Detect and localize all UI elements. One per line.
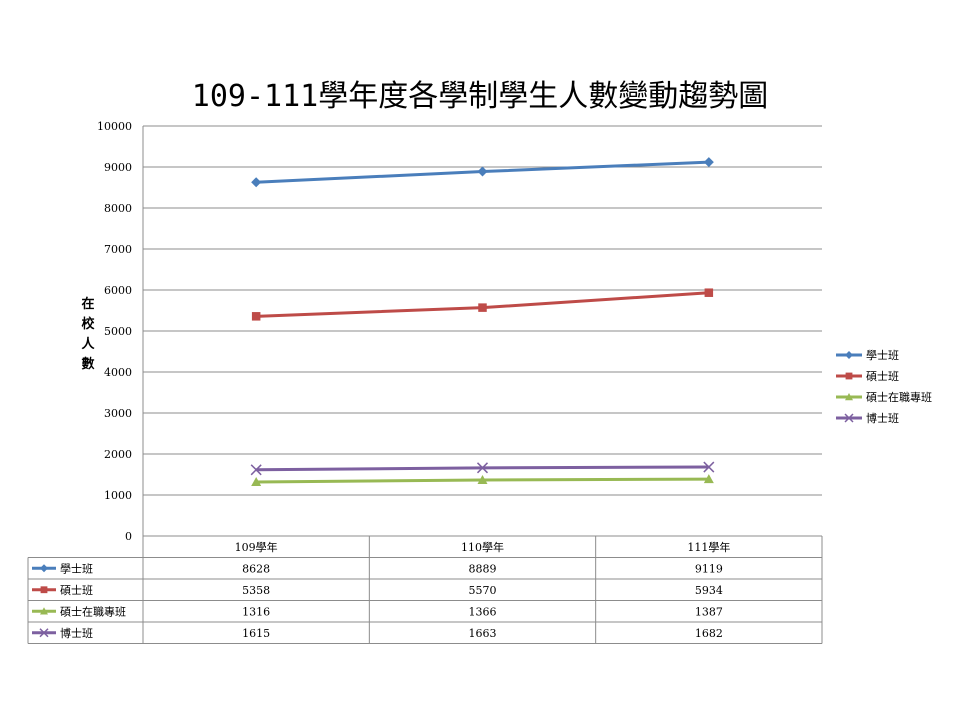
data-label: 5570 [469,584,497,597]
y-axis-ticks: 0 1000 2000 3000 4000 5000 6000 7000 8000 9000 100… [97,120,132,543]
table-row: 碩士在職專班 1316 1366 1387 [32,605,723,618]
data-point [251,177,262,188]
data-point [845,393,853,401]
data-point [40,564,48,573]
table-row-label: 碩士班 [60,584,93,597]
data-label: 1663 [469,627,497,640]
data-label: 1387 [695,605,723,618]
y-tick-label: 5000 [104,325,132,338]
x-tick-label: 110學年 [461,540,504,554]
chart-title: 109-111學年度各學制學生人數變動趨勢圖 [192,79,768,114]
data-point [477,474,488,484]
data-label: 1682 [695,627,723,640]
data-label: 8628 [242,562,270,575]
y-tick-label: 4000 [104,366,132,379]
data-point-stroke [250,464,262,476]
data-point [476,462,489,474]
y-tick-label: 10000 [97,120,132,133]
data-label: 9119 [695,562,723,575]
data-point [40,607,48,615]
data-point-stroke [844,413,854,423]
series-x [250,461,715,476]
data-label: 1366 [469,605,497,618]
y-tick-label: 0 [125,530,132,543]
legend-label: 博士班 [866,412,899,425]
data-label: 1316 [242,605,270,618]
y-tick-label: 2000 [104,448,132,461]
y-tick-label: 3000 [104,407,132,420]
y-tick-label: 8000 [104,202,132,215]
data-point-stroke [39,628,49,638]
legend-entry: 碩士班 [836,370,899,383]
table-row: 學士班 8628 8889 9119 [32,562,723,575]
legend-label: 碩士在職專班 [866,391,932,404]
table-row-label: 碩士在職專班 [60,605,126,618]
data-point [251,477,262,487]
series-lines [250,157,715,487]
data-point [251,312,261,321]
data-point [478,303,487,312]
y-axis-label-char: 在 [81,296,94,312]
x-tick-label: 109學年 [235,540,278,554]
legend-entry: 學士班 [836,349,899,362]
y-tick-label: 7000 [104,243,132,256]
y-tick-label: 9000 [104,161,132,174]
y-tick-label: 6000 [104,284,132,297]
data-point [845,372,853,380]
table-row: 碩士班 5358 5570 5934 [32,584,723,597]
legend-entry: 博士班 [836,412,899,425]
x-tick-label: 111學年 [687,540,730,554]
data-point [703,461,715,473]
legend-label: 學士班 [866,349,899,362]
legend-entry: 碩士在職專班 [836,391,932,404]
data-point [845,351,853,359]
table-row: 博士班 1615 1663 1682 [32,627,723,640]
table-row-label: 博士班 [60,627,93,640]
series-square [251,288,714,321]
y-tick-label: 1000 [104,489,132,502]
data-point [477,166,488,177]
data-label: 1615 [242,627,270,640]
data-point [39,628,49,638]
data-point [250,464,262,476]
y-axis-label-char: 校 [81,316,95,332]
table-row-label: 學士班 [60,562,93,575]
data-label: 5934 [695,584,723,597]
series-diamond [251,157,714,188]
data-label: 5358 [242,584,270,597]
series-triangle [251,474,714,487]
data-point [844,413,854,423]
data-point [40,586,48,594]
data-point-stroke [703,461,715,473]
data-point-stroke [476,462,489,474]
data-point [703,157,714,168]
gridlines [142,125,822,536]
data-point [703,474,714,484]
y-axis-label-char: 人 [81,336,95,352]
data-label: 8889 [469,562,497,575]
y-axis-label-char: 數 [81,356,94,372]
data-point [704,288,714,297]
legend-label: 碩士班 [866,370,899,383]
